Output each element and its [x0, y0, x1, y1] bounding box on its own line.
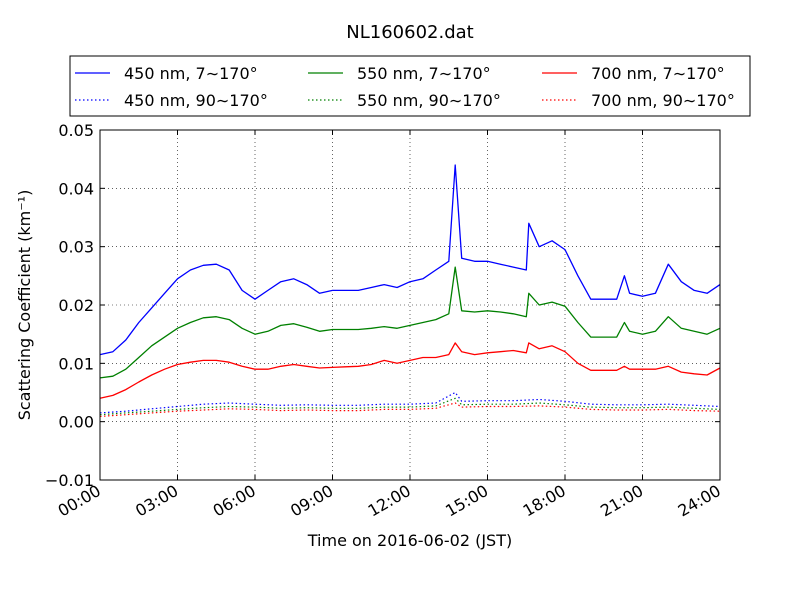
grid-lines [100, 130, 720, 480]
series-line-0 [99, 164, 721, 356]
series-line-3 [99, 391, 721, 414]
y-tick-label: 0.05 [58, 121, 94, 140]
series-line-2 [99, 342, 721, 399]
y-tick-label: −0.01 [45, 471, 94, 490]
legend-label: 700 nm, 7∼170° [591, 64, 725, 83]
legend-label: 700 nm, 90∼170° [591, 91, 735, 110]
y-tick-label: 0.00 [58, 413, 94, 432]
y-tick-label: 0.03 [58, 238, 94, 257]
series-line-1 [99, 266, 721, 379]
plot-area [99, 164, 721, 417]
legend-label: 550 nm, 90∼170° [357, 91, 501, 110]
y-tick-label: 0.04 [58, 179, 94, 198]
series-line-4 [99, 397, 721, 416]
y-tick-label: 0.02 [58, 296, 94, 315]
chart-title: NL160602.dat [346, 22, 473, 43]
y-tick-label: 0.01 [58, 354, 94, 373]
x-axis-label: Time on 2016-06-02 (JST) [307, 531, 512, 550]
legend-label: 450 nm, 7∼170° [124, 64, 258, 83]
legend-box [69, 55, 751, 117]
legend-label: 450 nm, 90∼170° [124, 91, 268, 110]
legend: 450 nm, 7∼170° 550 nm, 7∼170° 700 nm, 7∼17… [69, 55, 751, 117]
legend-label: 550 nm, 7∼170° [357, 64, 491, 83]
y-axis-label: Scattering Coefficient (km⁻¹) [15, 190, 34, 421]
